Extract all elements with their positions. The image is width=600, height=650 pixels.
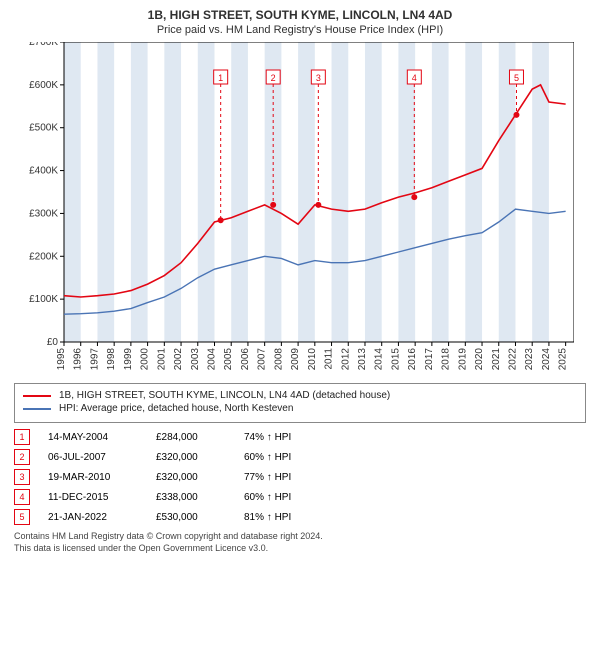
svg-text:2024: 2024: [541, 348, 552, 371]
marker-legend-row: 4 11-DEC-2015 £338,000 60% ↑ HPI: [14, 489, 586, 505]
legend: 1B, HIGH STREET, SOUTH KYME, LINCOLN, LN…: [14, 383, 586, 423]
svg-text:2014: 2014: [374, 348, 385, 371]
svg-text:1997: 1997: [89, 348, 100, 371]
svg-text:4: 4: [412, 73, 417, 83]
svg-text:2020: 2020: [474, 348, 485, 371]
svg-text:1995: 1995: [56, 348, 67, 371]
marker-price: £320,000: [156, 472, 226, 483]
svg-text:2000: 2000: [140, 348, 151, 371]
svg-text:2003: 2003: [190, 348, 201, 371]
svg-text:2022: 2022: [507, 348, 518, 371]
svg-text:2025: 2025: [558, 348, 569, 371]
marker-price: £284,000: [156, 432, 226, 443]
marker-date: 06-JUL-2007: [48, 452, 138, 463]
marker-number-box: 5: [14, 509, 30, 525]
marker-pct: 60% ↑ HPI: [244, 452, 339, 463]
marker-number-box: 2: [14, 449, 30, 465]
marker-date: 14-MAY-2004: [48, 432, 138, 443]
legend-item-price-paid: 1B, HIGH STREET, SOUTH KYME, LINCOLN, LN…: [23, 390, 577, 401]
svg-text:2008: 2008: [273, 348, 284, 371]
svg-text:2004: 2004: [206, 348, 217, 371]
svg-text:2016: 2016: [407, 348, 418, 371]
svg-text:£300K: £300K: [29, 209, 58, 220]
svg-text:£600K: £600K: [29, 80, 58, 91]
price-chart: £0 £100K £200K £300K £400K £500K £600K £700K 199…: [14, 42, 574, 372]
marker-legend-row: 2 06-JUL-2007 £320,000 60% ↑ HPI: [14, 449, 586, 465]
marker-date: 21-JAN-2022: [48, 512, 138, 523]
svg-text:2006: 2006: [240, 348, 251, 371]
svg-text:£200K: £200K: [29, 252, 58, 263]
legend-swatch: [23, 408, 51, 410]
marker-number-box: 1: [14, 429, 30, 445]
svg-text:2013: 2013: [357, 348, 368, 371]
svg-text:2009: 2009: [290, 348, 301, 371]
svg-text:2018: 2018: [441, 348, 452, 371]
svg-text:2021: 2021: [491, 348, 502, 371]
marker-price: £320,000: [156, 452, 226, 463]
svg-text:1998: 1998: [106, 348, 117, 371]
marker-legend-row: 3 19-MAR-2010 £320,000 77% ↑ HPI: [14, 469, 586, 485]
marker-legend: 1 14-MAY-2004 £284,000 74% ↑ HPI 2 06-JUL-200…: [14, 429, 586, 525]
svg-text:2010: 2010: [307, 348, 318, 371]
marker-legend-row: 1 14-MAY-2004 £284,000 74% ↑ HPI: [14, 429, 586, 445]
legend-swatch: [23, 395, 51, 397]
svg-text:£0: £0: [47, 337, 59, 348]
svg-text:2019: 2019: [457, 348, 468, 371]
svg-text:1996: 1996: [73, 348, 84, 371]
marker-number-box: 4: [14, 489, 30, 505]
legend-label: HPI: Average price, detached house, Nort…: [59, 403, 293, 414]
page-subtitle: Price paid vs. HM Land Registry's House …: [14, 24, 586, 36]
svg-text:2005: 2005: [223, 348, 234, 371]
legend-label: 1B, HIGH STREET, SOUTH KYME, LINCOLN, LN…: [59, 390, 390, 401]
marker-date: 19-MAR-2010: [48, 472, 138, 483]
page-title: 1B, HIGH STREET, SOUTH KYME, LINCOLN, LN…: [14, 8, 586, 22]
svg-text:2002: 2002: [173, 348, 184, 371]
marker-price: £530,000: [156, 512, 226, 523]
footer-line: Contains HM Land Registry data © Crown c…: [14, 531, 586, 543]
svg-text:2011: 2011: [324, 348, 335, 370]
svg-text:2023: 2023: [524, 348, 535, 371]
marker-pct: 77% ↑ HPI: [244, 472, 339, 483]
svg-text:2: 2: [271, 73, 276, 83]
marker-number-box: 3: [14, 469, 30, 485]
svg-text:2012: 2012: [340, 348, 351, 371]
marker-price: £338,000: [156, 492, 226, 503]
svg-text:£700K: £700K: [29, 42, 58, 48]
svg-text:2001: 2001: [156, 348, 167, 371]
marker-pct: 81% ↑ HPI: [244, 512, 339, 523]
marker-legend-row: 5 21-JAN-2022 £530,000 81% ↑ HPI: [14, 509, 586, 525]
svg-text:£400K: £400K: [29, 166, 58, 177]
svg-text:1999: 1999: [123, 348, 134, 371]
svg-text:3: 3: [316, 73, 321, 83]
svg-text:1: 1: [218, 73, 223, 83]
svg-text:£500K: £500K: [29, 123, 58, 134]
legend-item-hpi: HPI: Average price, detached house, Nort…: [23, 403, 577, 414]
svg-text:2015: 2015: [390, 348, 401, 371]
marker-pct: 74% ↑ HPI: [244, 432, 339, 443]
svg-text:5: 5: [514, 73, 519, 83]
svg-text:2007: 2007: [257, 348, 268, 371]
svg-text:£100K: £100K: [29, 295, 58, 306]
marker-date: 11-DEC-2015: [48, 492, 138, 503]
footer-line: This data is licensed under the Open Gov…: [14, 543, 586, 555]
svg-text:2017: 2017: [424, 348, 435, 371]
footer: Contains HM Land Registry data © Crown c…: [14, 531, 586, 554]
marker-pct: 60% ↑ HPI: [244, 492, 339, 503]
